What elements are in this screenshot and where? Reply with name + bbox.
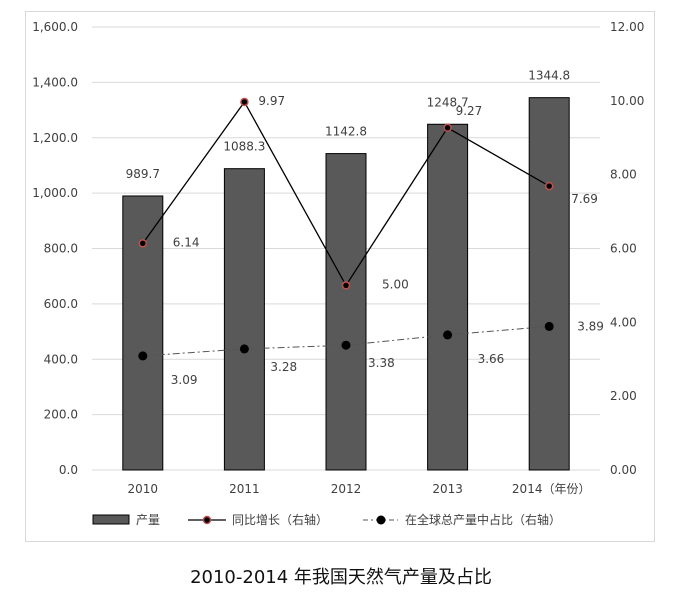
left-axis-tick: 1,600.0 bbox=[32, 20, 78, 34]
bar bbox=[325, 153, 367, 471]
legend-label-growth: 同比增长（右轴） bbox=[232, 512, 328, 527]
bar bbox=[122, 195, 164, 471]
left-axis-tick: 1,200.0 bbox=[32, 131, 78, 145]
growth-marker bbox=[240, 97, 249, 107]
growth-marker bbox=[138, 239, 148, 248]
bar-value-label: 1344.8 bbox=[528, 69, 570, 83]
x-axis-tick: 2014（年份） bbox=[512, 482, 591, 496]
growth-marker bbox=[443, 123, 452, 133]
left-axis-tick: 1,000.0 bbox=[32, 186, 78, 200]
growth-value-label: 9.27 bbox=[456, 104, 483, 118]
share-marker bbox=[443, 330, 453, 340]
right-axis-tick: 2.00 bbox=[610, 389, 637, 403]
right-axis-tick: 0.00 bbox=[610, 463, 637, 477]
legend-label-production: 产量 bbox=[136, 513, 160, 527]
legend-label-share: 在全球总产量中占比（右轴） bbox=[405, 512, 561, 527]
share-value-label: 3.38 bbox=[368, 356, 395, 370]
bar bbox=[528, 97, 570, 471]
legend-growth-marker bbox=[202, 515, 212, 525]
right-axis-tick: 4.00 bbox=[610, 315, 637, 329]
share-value-label: 3.89 bbox=[577, 319, 604, 333]
growth-marker bbox=[544, 181, 554, 191]
growth-value-label: 5.00 bbox=[382, 277, 409, 291]
share-marker bbox=[544, 321, 554, 331]
left-axis-tick: 800.0 bbox=[44, 242, 78, 256]
bar-value-label: 1142.8 bbox=[325, 125, 367, 139]
share-marker bbox=[138, 351, 148, 361]
growth-value-label: 6.14 bbox=[173, 235, 200, 249]
growth-marker bbox=[341, 281, 351, 290]
share-marker bbox=[239, 344, 249, 354]
growth-value-label: 7.69 bbox=[571, 192, 598, 206]
share-marker bbox=[341, 340, 351, 350]
share-value-label: 3.09 bbox=[171, 373, 198, 387]
x-axis-tick: 2013 bbox=[432, 482, 463, 496]
share-value-label: 3.66 bbox=[478, 352, 505, 366]
left-axis-tick: 200.0 bbox=[44, 408, 78, 422]
bar bbox=[427, 123, 469, 471]
bar bbox=[223, 168, 265, 471]
left-axis-tick: 600.0 bbox=[44, 297, 78, 311]
bar-value-label: 1088.3 bbox=[223, 140, 265, 154]
left-axis-tick: 1,400.0 bbox=[32, 75, 78, 89]
left-axis-tick: 400.0 bbox=[44, 352, 78, 366]
legend-bar-swatch bbox=[92, 514, 130, 525]
growth-value-label: 9.97 bbox=[258, 94, 285, 108]
legend-share-marker bbox=[376, 515, 386, 525]
right-axis-tick: 6.00 bbox=[610, 242, 637, 256]
left-axis-tick: 0.0 bbox=[59, 463, 78, 477]
right-axis-tick: 12.00 bbox=[610, 20, 644, 34]
bar-value-label: 989.7 bbox=[126, 167, 160, 181]
x-axis-tick: 2012 bbox=[331, 482, 362, 496]
x-axis-tick: 2011 bbox=[229, 482, 260, 496]
right-axis-tick: 8.00 bbox=[610, 168, 637, 182]
right-axis-tick: 10.00 bbox=[610, 94, 644, 108]
bar-value-label: 1248.7 bbox=[427, 95, 469, 109]
chart-frame bbox=[25, 11, 655, 542]
chart-title: 2010-2014 年我国天然气产量及占比 bbox=[190, 567, 492, 588]
share-value-label: 3.28 bbox=[270, 360, 297, 374]
x-axis-tick: 2010 bbox=[128, 482, 159, 496]
